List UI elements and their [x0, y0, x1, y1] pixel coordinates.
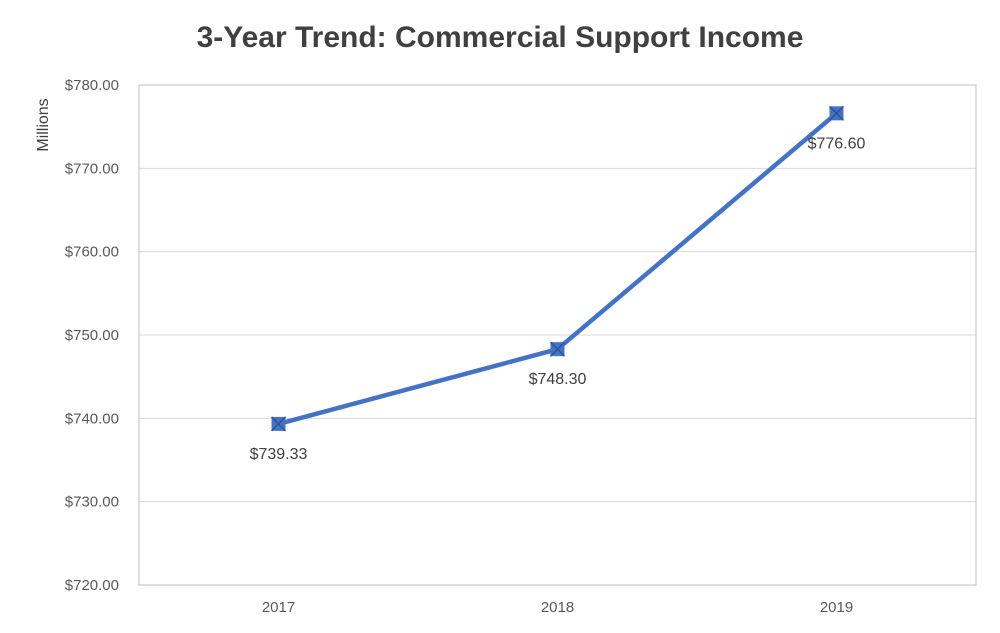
chart-title: 3-Year Trend: Commercial Support Income [197, 21, 804, 54]
data-point-marker [549, 341, 566, 357]
y-axis-ticks: $720.00 $730.00 $740.00 $750.00 $760.00 $770.… [65, 77, 119, 594]
y-tick-label: $720.00 [65, 577, 119, 594]
data-label: $748.30 [529, 371, 587, 388]
y-tick-label: $770.00 [65, 160, 119, 177]
y-tick-label: $740.00 [65, 410, 119, 427]
y-tick-label: $780.00 [65, 77, 119, 94]
data-label: $739.33 [250, 446, 308, 463]
data-label: $776.60 [808, 135, 866, 152]
x-tick-label: 2017 [262, 599, 295, 616]
y-tick-label: $750.00 [65, 327, 119, 344]
x-axis-ticks: 2017 2018 2019 [262, 599, 853, 616]
y-tick-label: $760.00 [65, 244, 119, 261]
y-axis-label: Millions [35, 98, 52, 151]
plot-area [138, 84, 977, 586]
data-point-marker [828, 105, 845, 121]
y-tick-label: $730.00 [65, 494, 119, 511]
series-layer [270, 105, 845, 432]
gridlines [139, 84, 976, 586]
data-point-marker [270, 416, 287, 432]
x-tick-label: 2019 [820, 599, 853, 616]
data-labels: $739.33 $748.30 $776.60 [250, 135, 866, 463]
x-tick-label: 2018 [541, 599, 574, 616]
